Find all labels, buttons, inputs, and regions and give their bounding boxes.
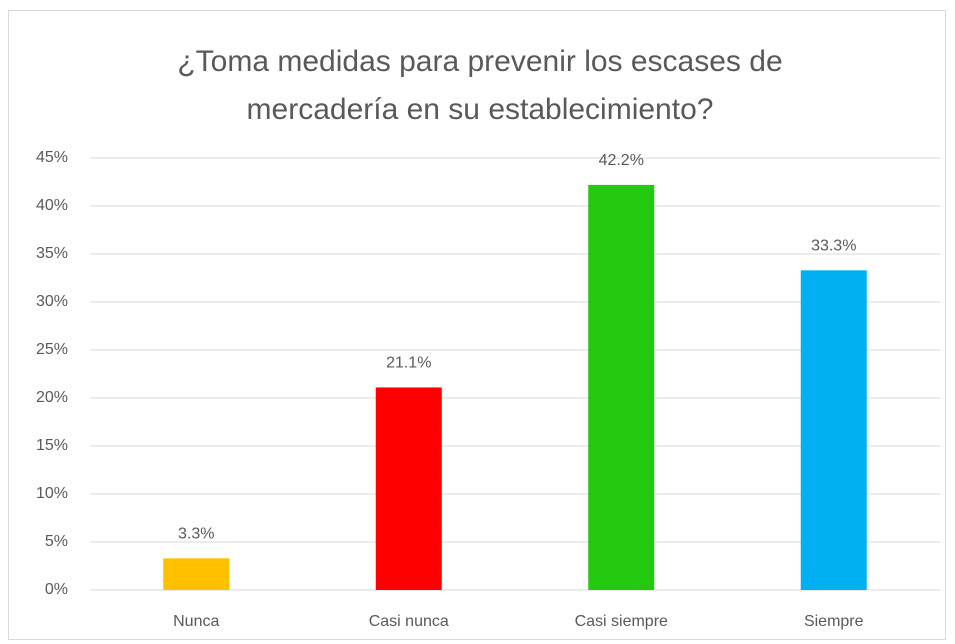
y-tick-label: 5% — [45, 533, 68, 550]
bar — [588, 184, 655, 590]
bar — [375, 387, 442, 590]
y-tick-label: 0% — [45, 581, 68, 598]
chart-frame — [8, 10, 946, 640]
data-label: 21.1% — [386, 355, 431, 372]
data-label: 3.3% — [178, 526, 214, 543]
x-tick-label: Siempre — [804, 613, 864, 630]
bar — [163, 558, 230, 590]
y-tick-label: 20% — [36, 389, 68, 406]
x-tick-label: Nunca — [173, 613, 219, 630]
x-tick-label: Casi nunca — [369, 613, 449, 630]
y-tick-label: 35% — [36, 245, 68, 262]
y-tick-label: 25% — [36, 341, 68, 358]
y-tick-label: 45% — [36, 149, 68, 166]
chart-title: ¿Toma medidas para prevenir los escases … — [177, 45, 783, 126]
y-tick-label: 30% — [36, 293, 68, 310]
x-tick-label: Casi siempre — [575, 613, 668, 630]
data-label: 33.3% — [811, 238, 856, 255]
y-tick-label: 10% — [36, 485, 68, 502]
y-tick-label: 40% — [36, 197, 68, 214]
y-tick-label: 15% — [36, 437, 68, 454]
bar — [800, 270, 867, 590]
data-label: 42.2% — [599, 152, 644, 169]
